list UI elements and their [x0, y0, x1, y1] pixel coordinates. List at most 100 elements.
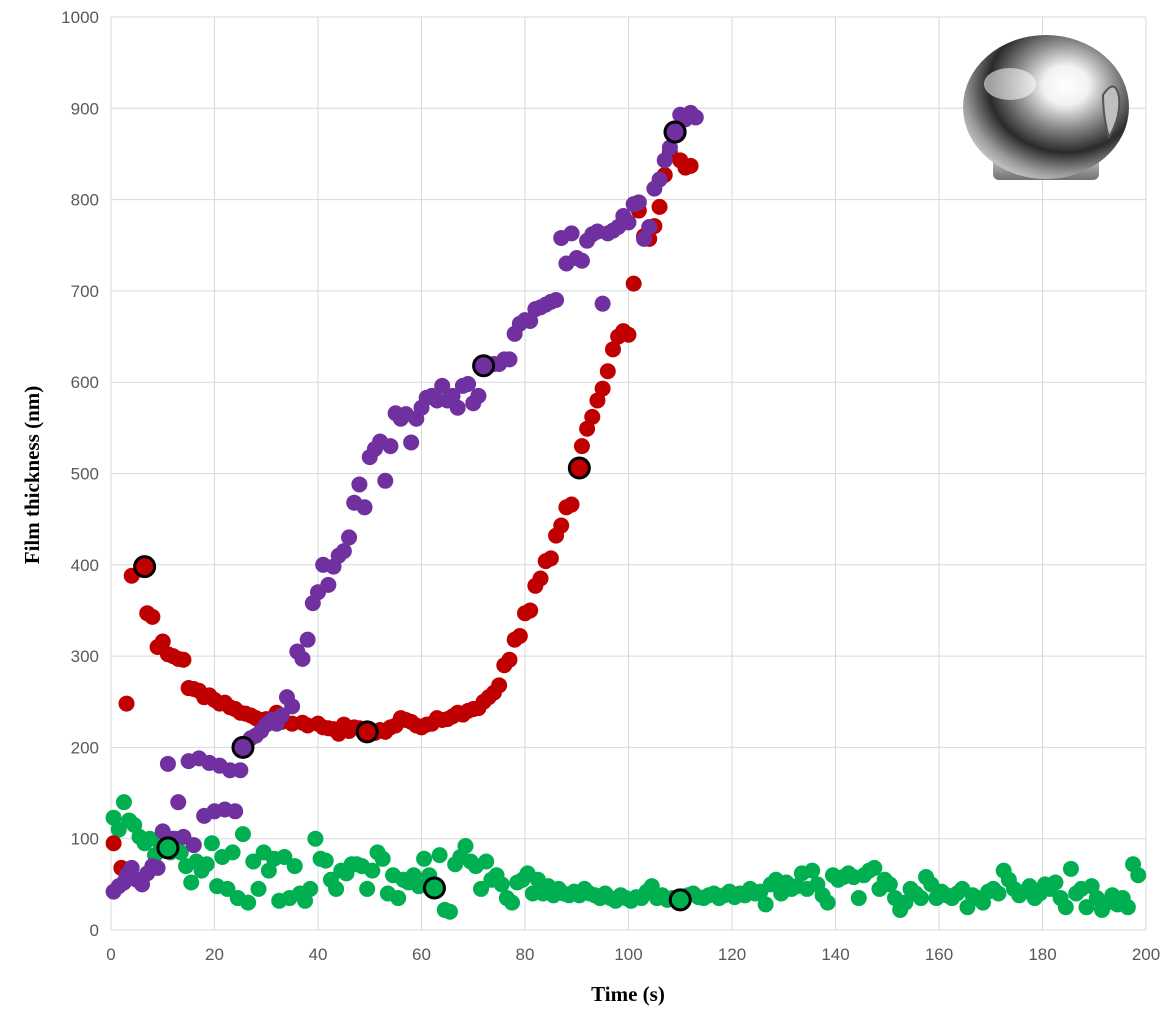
- data-point: [573, 252, 590, 269]
- data-point: [656, 152, 673, 169]
- data-point: [341, 529, 358, 546]
- data-point: [651, 198, 668, 215]
- data-point: [866, 859, 883, 876]
- data-point: [185, 837, 202, 854]
- data-point: [594, 295, 611, 312]
- data-point: [460, 376, 477, 393]
- x-tick-label: 40: [309, 945, 328, 964]
- data-point: [1130, 867, 1147, 884]
- data-point: [457, 838, 474, 855]
- highlighted-data-point: [231, 735, 255, 759]
- data-point: [604, 341, 621, 358]
- data-point: [625, 275, 642, 292]
- data-point: [294, 650, 311, 667]
- data-point: [641, 218, 658, 235]
- data-point: [115, 794, 132, 811]
- y-axis-ticks: 0 100 200 300 400 500 600 700 800 900 1000: [61, 8, 99, 940]
- data-point: [284, 698, 301, 715]
- data-point: [563, 225, 580, 242]
- data-point: [478, 853, 495, 870]
- data-point: [449, 399, 466, 416]
- data-point: [234, 826, 251, 843]
- data-point: [532, 570, 549, 587]
- data-point: [224, 844, 241, 861]
- data-point: [630, 194, 647, 211]
- data-point: [1047, 874, 1064, 891]
- y-tick-label: 200: [71, 738, 99, 757]
- data-point: [431, 847, 448, 864]
- data-point: [757, 896, 774, 913]
- data-point: [1062, 860, 1079, 877]
- highlighted-data-point: [355, 720, 379, 744]
- data-point: [203, 835, 220, 852]
- data-point: [118, 695, 135, 712]
- x-axis-ticks: 0 20 40 60 80 100 120 140 160 180 200: [106, 945, 1160, 964]
- data-point: [493, 876, 510, 893]
- data-point: [804, 862, 821, 879]
- data-point: [599, 363, 616, 380]
- data-point: [374, 850, 391, 867]
- y-tick-label: 400: [71, 556, 99, 575]
- y-tick-label: 100: [71, 830, 99, 849]
- data-point: [470, 387, 487, 404]
- x-tick-label: 0: [106, 945, 115, 964]
- data-point: [491, 677, 508, 694]
- y-tick-label: 1000: [61, 8, 99, 27]
- x-tick-label: 180: [1028, 945, 1056, 964]
- data-point: [198, 856, 215, 873]
- y-tick-label: 0: [90, 921, 99, 940]
- data-point: [359, 880, 376, 897]
- data-point: [501, 351, 518, 368]
- y-tick-label: 300: [71, 647, 99, 666]
- data-point: [819, 894, 836, 911]
- data-point: [548, 292, 565, 309]
- data-point: [105, 835, 122, 852]
- data-point: [1057, 899, 1074, 916]
- data-point: [390, 890, 407, 907]
- data-point: [382, 438, 399, 455]
- data-point: [273, 707, 290, 724]
- steel-ball-inset-image: [963, 35, 1129, 180]
- data-point: [110, 821, 127, 838]
- data-point: [403, 434, 420, 451]
- data-point: [542, 550, 559, 567]
- data-point: [286, 858, 303, 875]
- data-point: [250, 880, 267, 897]
- data-point: [276, 848, 293, 865]
- data-point: [240, 894, 257, 911]
- x-tick-label: 60: [412, 945, 431, 964]
- data-point: [410, 878, 427, 895]
- data-point: [1078, 899, 1095, 916]
- data-point: [584, 408, 601, 425]
- data-point: [317, 852, 334, 869]
- data-point: [335, 543, 352, 560]
- data-point: [504, 894, 521, 911]
- data-point: [219, 880, 236, 897]
- data-point: [149, 859, 166, 876]
- data-point: [351, 476, 368, 493]
- data-point: [441, 903, 458, 920]
- data-point: [620, 326, 637, 343]
- data-point: [687, 109, 704, 126]
- data-point: [175, 651, 192, 668]
- highlighted-data-point: [133, 555, 157, 579]
- x-tick-label: 200: [1132, 945, 1160, 964]
- data-point: [473, 880, 490, 897]
- data-point: [320, 576, 337, 593]
- data-point: [881, 876, 898, 893]
- highlighted-data-point: [472, 354, 496, 378]
- data-point: [144, 608, 161, 625]
- data-points: [105, 104, 1147, 920]
- highlighted-data-point: [663, 120, 687, 144]
- y-tick-label: 900: [71, 99, 99, 118]
- data-point: [302, 880, 319, 897]
- data-point: [594, 380, 611, 397]
- data-point: [573, 438, 590, 455]
- x-tick-label: 140: [821, 945, 849, 964]
- x-tick-label: 80: [516, 945, 535, 964]
- highlighted-data-point: [422, 876, 446, 900]
- data-point: [682, 157, 699, 174]
- data-point: [850, 890, 867, 907]
- data-point: [299, 631, 316, 648]
- data-point: [1119, 899, 1136, 916]
